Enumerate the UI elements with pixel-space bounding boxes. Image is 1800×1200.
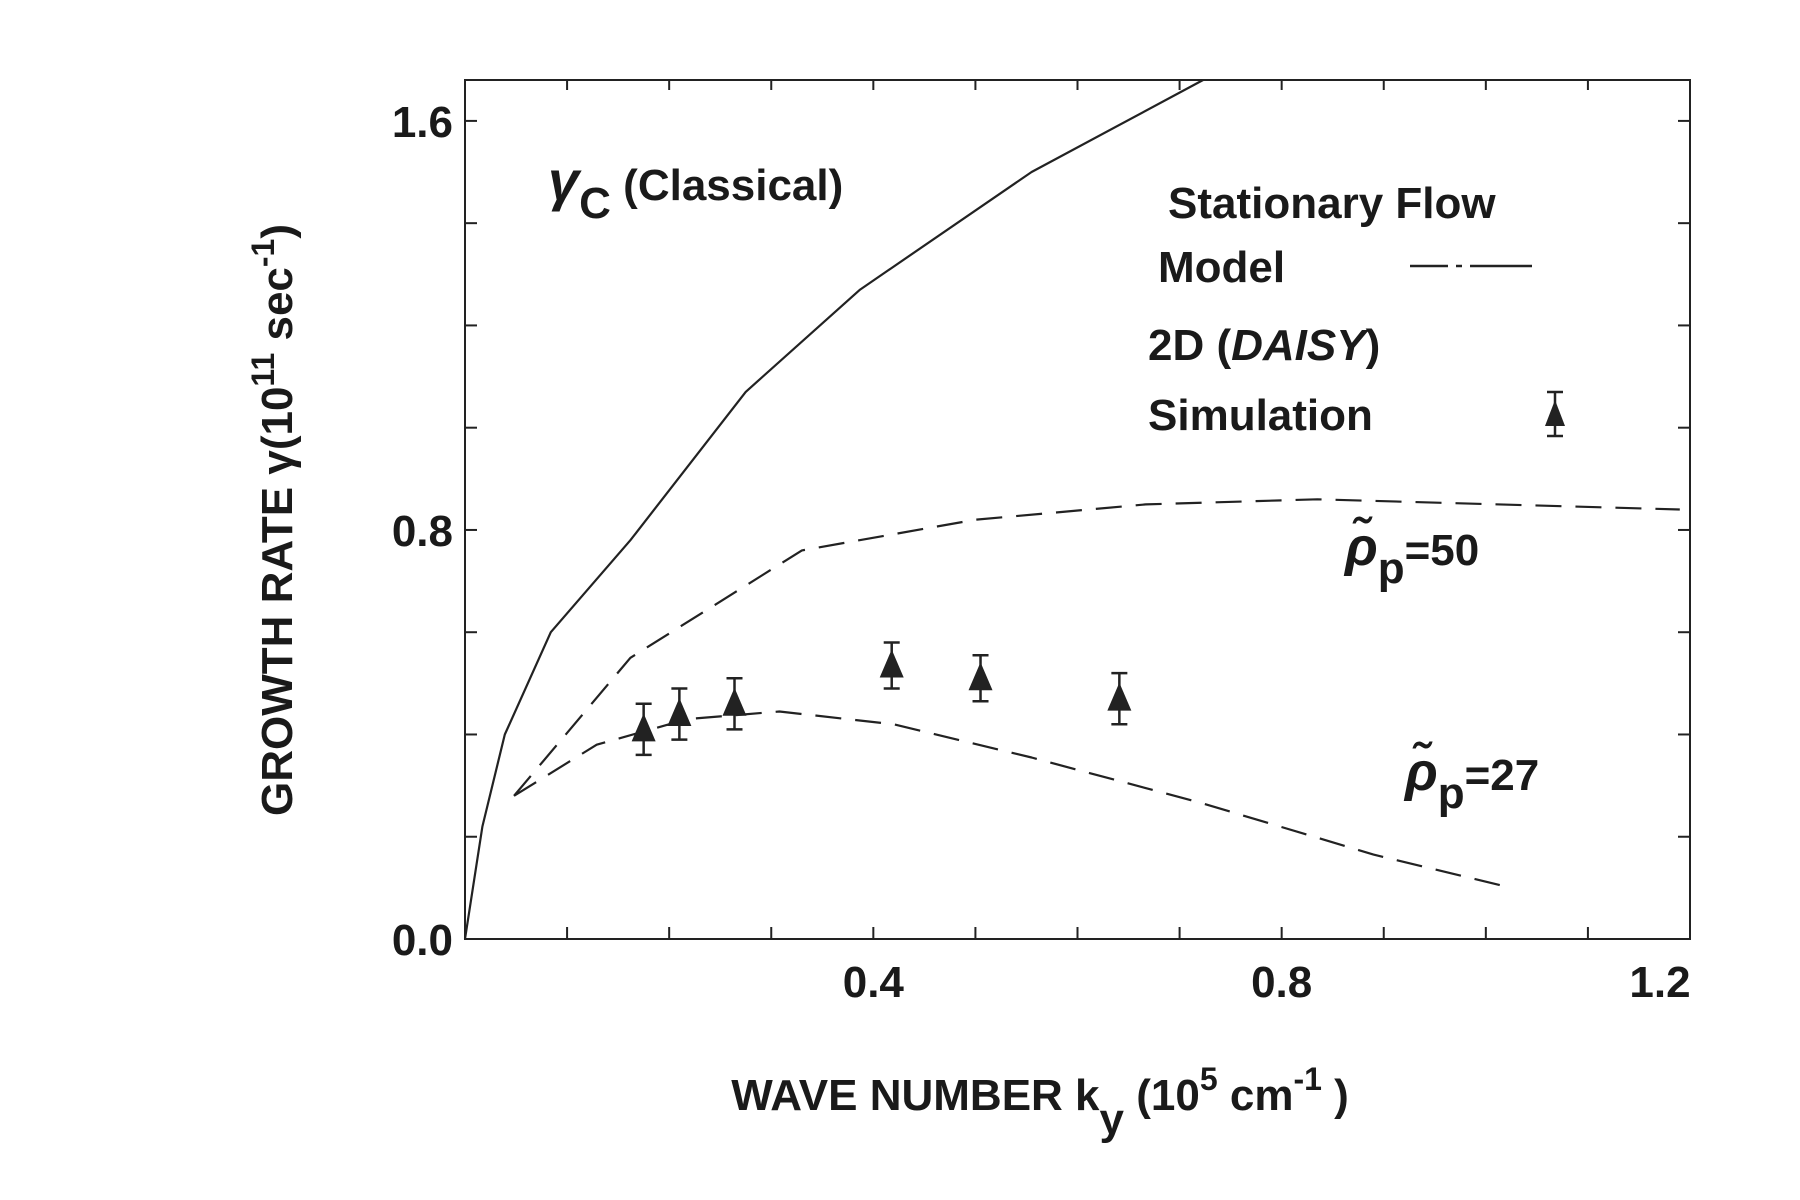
- y-axis-label: GROWTH RATE γ(1011 sec-1): [245, 224, 302, 816]
- legend-line-2: Model: [1158, 243, 1285, 292]
- axis-ticks: 0.4 0.8 1.2 0.0 0.8 1.6: [392, 80, 1691, 1007]
- triangle-marker: [1107, 682, 1132, 711]
- x-tick-label: 0.4: [843, 958, 905, 1007]
- series-line-0: [463, 79, 1204, 940]
- legend-line-3: 2D (DAISY): [1148, 321, 1380, 370]
- triangle-marker: [667, 698, 692, 727]
- series-line-1: [513, 498, 1680, 797]
- y-tick-label: 0.0: [392, 916, 453, 965]
- rho50-label: ρ̃p=50: [1343, 517, 1479, 593]
- legend-line-1: Stationary Flow: [1168, 179, 1496, 228]
- classical-label: γC (Classical): [548, 149, 843, 228]
- triangle-marker: [722, 687, 747, 716]
- triangle-marker: [631, 713, 656, 742]
- rho27-label: ρ̃p=27: [1403, 742, 1539, 818]
- data-point: [631, 702, 656, 757]
- x-tick-label: 0.8: [1251, 958, 1312, 1007]
- x-axis-label: WAVE NUMBER ky (105 cm-1 ): [731, 1061, 1349, 1144]
- series-line-2: [513, 710, 1512, 889]
- triangle-marker: [879, 649, 904, 678]
- legend-line-4: Simulation: [1148, 391, 1373, 440]
- data-point: [722, 676, 747, 731]
- data-point: [879, 641, 904, 690]
- data-point: [968, 653, 993, 703]
- y-tick-label: 1.6: [392, 98, 453, 147]
- legend-triangle-errorbar-marker: [1545, 390, 1565, 438]
- data-point: [667, 687, 692, 741]
- series-group: [463, 79, 1680, 940]
- data-point: [1107, 671, 1132, 726]
- y-tick-label: 0.8: [392, 507, 453, 556]
- x-tick-label: 1.2: [1629, 958, 1690, 1007]
- triangle-marker: [968, 662, 993, 691]
